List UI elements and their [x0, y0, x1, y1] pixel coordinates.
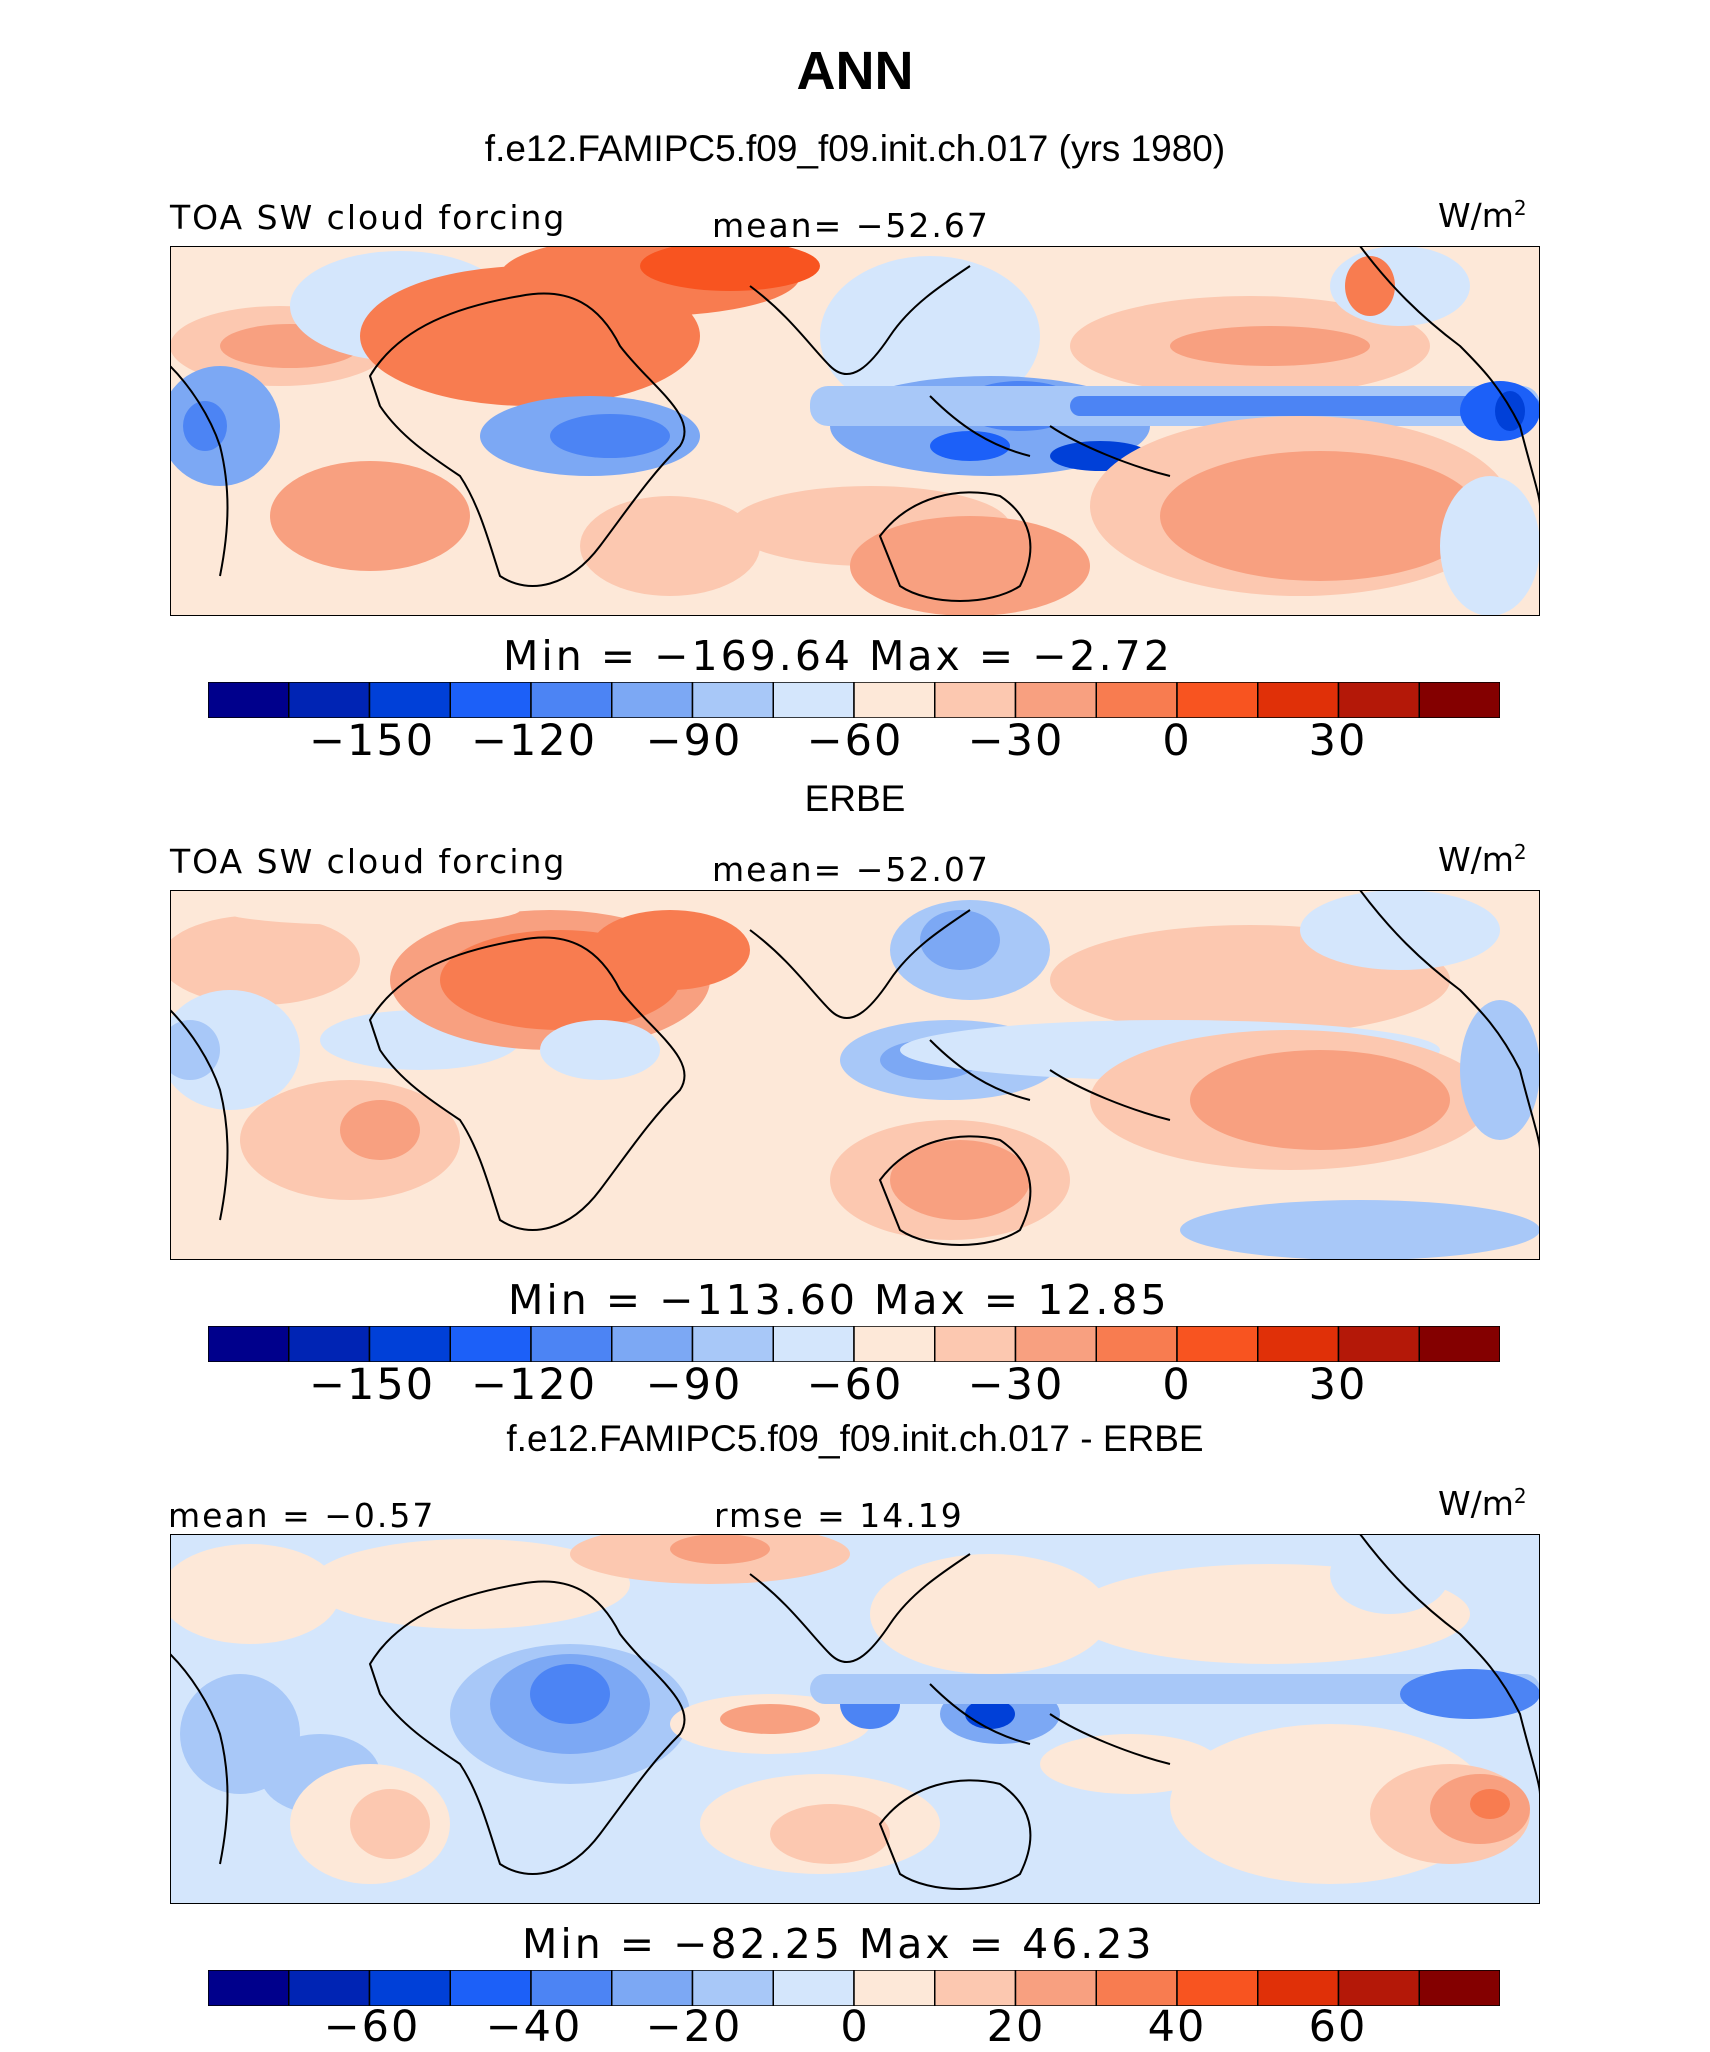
- colorbar-swatch: [691, 1326, 774, 1362]
- panel-2-coastlines: [170, 890, 1540, 1246]
- colorbar-swatch: [1418, 1970, 1500, 2006]
- colorbar-swatch: [530, 1970, 613, 2006]
- colorbar-swatch: [1014, 1326, 1097, 1362]
- panel-1-units: W/m2: [1438, 196, 1527, 235]
- panel-3-tick: 60: [1308, 2002, 1368, 2052]
- colorbar-swatch: [530, 682, 613, 718]
- colorbar-swatch: [368, 1970, 451, 2006]
- colorbar-swatch: [611, 682, 694, 718]
- colorbar-swatch: [208, 1326, 290, 1362]
- colorbar-swatch: [1176, 1326, 1259, 1362]
- panel-3-units: W/m2: [1438, 1484, 1527, 1523]
- colorbar-swatch: [1337, 1970, 1420, 2006]
- colorbar-swatch: [1337, 1326, 1420, 1362]
- panel-1-mean-label: mean= −52.67: [712, 206, 990, 245]
- panel-2-map: [170, 890, 1540, 1260]
- panel-2-minmax: Min = −113.60 Max = 12.85: [508, 1276, 1170, 1324]
- panel-3-tick: −60: [323, 2002, 421, 2052]
- colorbar-swatch: [288, 682, 371, 718]
- panel-1-minmax: Min = −169.64 Max = −2.72: [503, 632, 1173, 680]
- panel-1-colorbar: [208, 682, 1500, 718]
- panel-3-field: [170, 1534, 1540, 1884]
- panel-3-minmax: Min = −82.25 Max = 46.23: [522, 1920, 1155, 1968]
- panel-1-tick: −120: [470, 716, 598, 766]
- colorbar-swatch: [530, 1326, 613, 1362]
- panel-3-colorbar: [208, 1970, 1500, 2006]
- panel-1-tick: −90: [645, 716, 743, 766]
- colorbar-swatch: [772, 1326, 855, 1362]
- colorbar-swatch: [1176, 1970, 1259, 2006]
- panel-3-mean-label: mean = −0.57: [168, 1496, 436, 1535]
- panel-2-tick: 0: [1162, 1360, 1192, 1410]
- figure-title: ANN: [796, 41, 914, 101]
- colorbar-swatch: [208, 1970, 290, 2006]
- panel-1-coastlines: [170, 246, 1540, 602]
- colorbar-swatch: [1014, 682, 1097, 718]
- panel-2-variable-label: TOA SW cloud forcing: [170, 842, 567, 881]
- panel-1-tick: 0: [1162, 716, 1192, 766]
- colorbar-swatch: [691, 682, 774, 718]
- colorbar-swatch: [368, 1326, 451, 1362]
- colorbar-swatch: [772, 1970, 855, 2006]
- panel-3-tick: −20: [645, 2002, 743, 2052]
- panel-3-coastlines: [170, 1534, 1540, 1890]
- colorbar-swatch: [611, 1326, 694, 1362]
- panel-2-field: [170, 890, 1540, 1260]
- panel-2-tick: 30: [1308, 1360, 1368, 1410]
- colorbar-swatch: [288, 1326, 371, 1362]
- panel-2-units: W/m2: [1438, 840, 1527, 879]
- panel-3-tick: 20: [986, 2002, 1046, 2052]
- panel-1-variable-label: TOA SW cloud forcing: [170, 198, 567, 237]
- panel-2-colorbar: [208, 1326, 1500, 1362]
- colorbar-swatch: [691, 1970, 774, 2006]
- colorbar-swatch: [1418, 682, 1500, 718]
- panel-2-tick: −120: [470, 1360, 598, 1410]
- colorbar-swatch: [934, 682, 1017, 718]
- panel-1-map: [170, 246, 1540, 616]
- colorbar-swatch: [772, 682, 855, 718]
- panel-1-tick: −60: [806, 716, 904, 766]
- panel-1-tick: −150: [308, 716, 436, 766]
- panel-3-tick: 40: [1147, 2002, 1207, 2052]
- colorbar-swatch: [1176, 682, 1259, 718]
- panel-3-heading: f.e12.FAMIPC5.f09_f09.init.ch.017 - ERBE: [506, 1418, 1204, 1459]
- panel-2-tick: −150: [308, 1360, 436, 1410]
- colorbar-swatch: [853, 1326, 936, 1362]
- panel-2-mean-label: mean= −52.07: [712, 850, 990, 889]
- panel-3-map: [170, 1534, 1540, 1904]
- colorbar-swatch: [1257, 1970, 1340, 2006]
- colorbar-swatch: [934, 1970, 1017, 2006]
- panel-1-tick: 30: [1308, 716, 1368, 766]
- panel-3-tick: 0: [840, 2002, 870, 2052]
- colorbar-swatch: [611, 1970, 694, 2006]
- colorbar-swatch: [853, 682, 936, 718]
- colorbar-swatch: [1095, 1970, 1178, 2006]
- colorbar-swatch: [449, 682, 532, 718]
- panel-2-tick: −30: [967, 1360, 1065, 1410]
- panel-1-heading: f.e12.FAMIPC5.f09_f09.init.ch.017 (yrs 1…: [484, 128, 1226, 169]
- colorbar-swatch: [853, 1970, 936, 2006]
- colorbar-swatch: [368, 682, 451, 718]
- colorbar-swatch: [1095, 1326, 1178, 1362]
- colorbar-swatch: [934, 1326, 1017, 1362]
- colorbar-swatch: [1257, 682, 1340, 718]
- colorbar-swatch: [208, 682, 290, 718]
- colorbar-swatch: [1095, 682, 1178, 718]
- panel-2-heading: ERBE: [804, 778, 906, 819]
- panel-1-tick: −30: [967, 716, 1065, 766]
- panel-2-tick: −60: [806, 1360, 904, 1410]
- panel-3-tick: −40: [485, 2002, 583, 2052]
- panel-2-tick: −90: [645, 1360, 743, 1410]
- colorbar-swatch: [288, 1970, 371, 2006]
- panel-1-field: [170, 246, 1540, 616]
- panel-3-rmse-label: rmse = 14.19: [714, 1496, 964, 1535]
- colorbar-swatch: [1014, 1970, 1097, 2006]
- colorbar-swatch: [449, 1326, 532, 1362]
- colorbar-swatch: [1418, 1326, 1500, 1362]
- colorbar-swatch: [1257, 1326, 1340, 1362]
- colorbar-swatch: [1337, 682, 1420, 718]
- colorbar-swatch: [449, 1970, 532, 2006]
